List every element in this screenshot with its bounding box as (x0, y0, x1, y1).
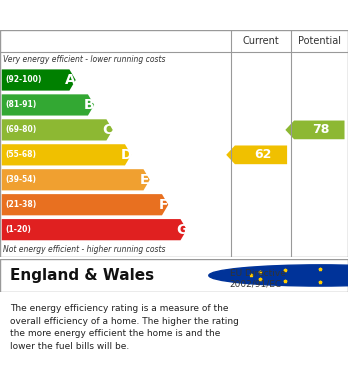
Text: The energy efficiency rating is a measure of the
overall efficiency of a home. T: The energy efficiency rating is a measur… (10, 304, 239, 351)
Polygon shape (226, 145, 287, 164)
Text: Very energy efficient - lower running costs: Very energy efficient - lower running co… (3, 55, 166, 64)
Text: 62: 62 (254, 148, 271, 161)
Polygon shape (2, 94, 94, 116)
Text: 2002/91/EC: 2002/91/EC (230, 279, 282, 288)
Text: Potential: Potential (298, 36, 341, 46)
Text: Not energy efficient - higher running costs: Not energy efficient - higher running co… (3, 245, 166, 254)
Polygon shape (2, 219, 187, 240)
Text: F: F (158, 198, 168, 212)
Text: (81-91): (81-91) (5, 100, 37, 109)
Polygon shape (2, 144, 131, 165)
Text: A: A (65, 73, 76, 87)
Circle shape (209, 265, 348, 286)
Text: (69-80): (69-80) (5, 126, 37, 135)
Polygon shape (2, 169, 150, 190)
Polygon shape (2, 69, 76, 91)
Text: B: B (84, 98, 94, 112)
Text: (1-20): (1-20) (5, 225, 31, 234)
Text: (21-38): (21-38) (5, 200, 37, 209)
Text: Current: Current (243, 36, 279, 46)
Text: 78: 78 (313, 124, 330, 136)
Text: England & Wales: England & Wales (10, 268, 155, 283)
Polygon shape (285, 120, 345, 139)
Text: G: G (176, 222, 187, 237)
Polygon shape (2, 119, 113, 140)
Text: (55-68): (55-68) (5, 150, 36, 160)
Text: Energy Efficiency Rating: Energy Efficiency Rating (10, 5, 239, 23)
Text: (39-54): (39-54) (5, 175, 36, 184)
Text: C: C (102, 123, 113, 137)
Text: E: E (140, 173, 149, 187)
Text: D: D (120, 148, 132, 162)
Text: EU Directive: EU Directive (230, 269, 286, 278)
Text: (92-100): (92-100) (5, 75, 42, 84)
Polygon shape (2, 194, 168, 215)
